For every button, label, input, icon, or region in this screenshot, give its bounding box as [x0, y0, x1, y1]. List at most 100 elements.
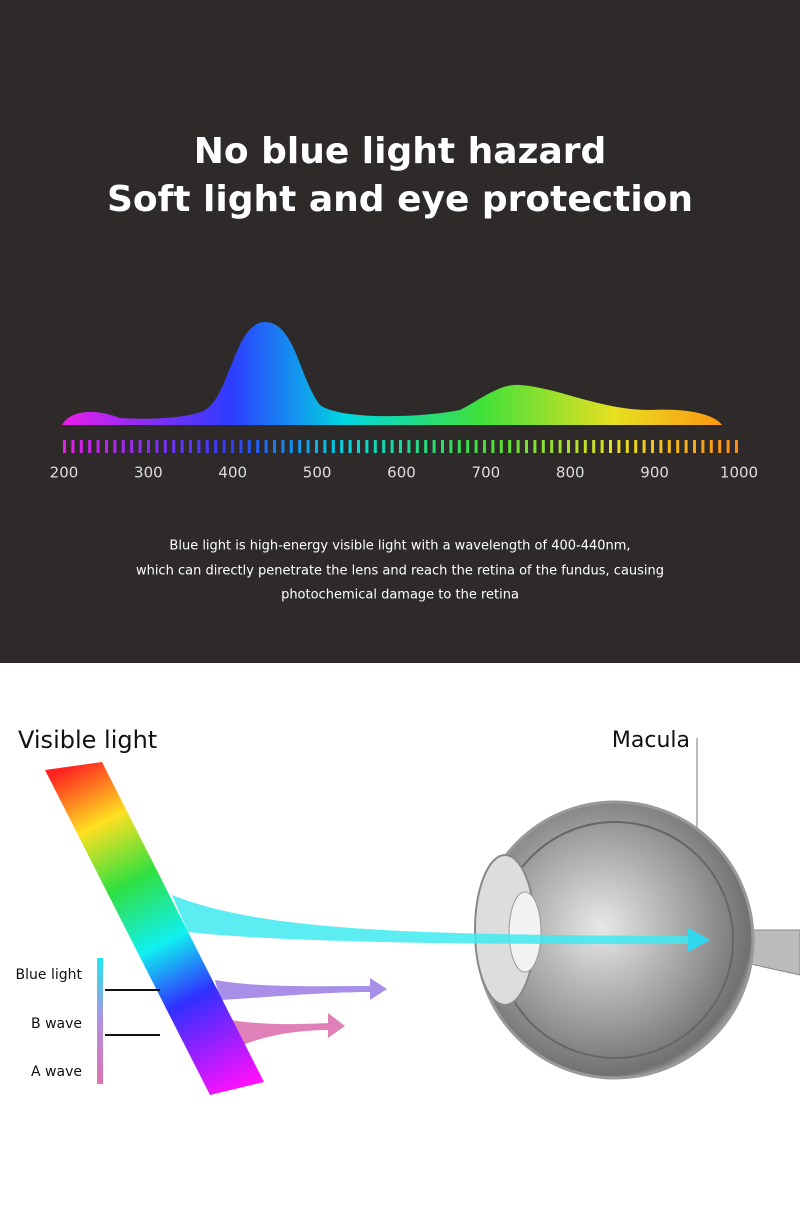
axis-label: 700: [472, 464, 501, 482]
spectrum-tick: [239, 440, 243, 453]
spectrum-tick: [693, 440, 696, 453]
title-line: No blue light hazard: [194, 131, 607, 172]
spectrum-tick: [600, 440, 604, 453]
spectrum-tick: [533, 440, 537, 453]
spectrum-tick: [163, 440, 167, 453]
spectrum-tick: [130, 440, 134, 453]
spectrum-tick: [365, 440, 369, 453]
spectrum-tick: [407, 440, 411, 453]
visible-light-label: Visible light: [18, 726, 157, 754]
spectrum-tick: [709, 440, 713, 453]
spectrum-tick: [432, 440, 436, 453]
spectrum-tick: [684, 440, 688, 453]
spectrum-tick: [289, 440, 293, 453]
rainbow-band: [45, 762, 264, 1095]
spectrum-tick: [273, 440, 276, 453]
spectrum-tick: [726, 440, 730, 453]
macula-label: Macula: [612, 728, 690, 753]
spectrum-tick: [71, 440, 75, 453]
spectrum-tick: [172, 440, 176, 453]
spectrum-tick: [457, 440, 461, 453]
spectrum-tick: [247, 440, 251, 453]
legend-label: A wave: [31, 1064, 82, 1080]
spectrum-tick: [155, 440, 159, 453]
spectrum-tick: [609, 440, 612, 453]
spectrum-tick: [399, 440, 402, 453]
spectrum-tick: [541, 440, 545, 453]
spectrum-tick: [441, 440, 444, 453]
spectrum-tick: [449, 440, 453, 453]
spectrum-tick: [88, 440, 92, 453]
title-line: Soft light and eye protection: [107, 179, 693, 220]
spectrum-tick: [718, 440, 722, 453]
axis-label: 800: [556, 464, 585, 482]
axis-label: 300: [134, 464, 163, 482]
spectrum-tick: [298, 440, 302, 453]
spectrum-tick: [348, 440, 352, 453]
spectrum-tick: [214, 440, 218, 453]
spectrum-tick: [79, 440, 83, 453]
spectrum-tick: [701, 440, 705, 453]
spectrum-tick: [474, 440, 478, 453]
spectrum-tick: [735, 440, 738, 453]
spectrum-tick: [525, 440, 528, 453]
spectrum-tick: [340, 440, 344, 453]
axis-label: 200: [50, 464, 79, 482]
spectrum-tick: [138, 440, 142, 453]
spectrum-tick: [373, 440, 377, 453]
description-line: photochemical damage to the retina: [281, 588, 519, 603]
spectrum-tick: [625, 440, 629, 453]
spectrum-tick: [592, 440, 596, 453]
spectrum-tick: [197, 440, 201, 453]
spectrum-tick: [357, 440, 360, 453]
spectrum-tick: [205, 440, 209, 453]
spectrum-tick: [147, 440, 150, 453]
spectrum-tick: [676, 440, 680, 453]
spectrum-tick: [96, 440, 100, 453]
spectrum-tick: [189, 440, 192, 453]
spectrum-tick: [659, 440, 663, 453]
spectrum-tick: [516, 440, 520, 453]
spectrum-tick: [667, 440, 671, 453]
spectrum-tick: [583, 440, 587, 453]
blue-beam: [172, 895, 690, 945]
description-line: which can directly penetrate the lens an…: [136, 564, 664, 579]
spectrum-tick: [256, 440, 260, 453]
spectrum-tick: [323, 440, 327, 453]
b-wave-arrow: [370, 978, 387, 1000]
spectrum-tick: [231, 440, 234, 453]
spectrum-tick: [483, 440, 486, 453]
axis-label: 900: [640, 464, 669, 482]
a-wave-arrow: [328, 1013, 345, 1038]
beam-arrow: [688, 928, 710, 952]
spectrum-tick: [567, 440, 570, 453]
axis-label: 400: [218, 464, 247, 482]
axis-label: 500: [303, 464, 332, 482]
spectrum-tick: [466, 440, 470, 453]
axis-label: 600: [387, 464, 416, 482]
legend-label: B wave: [31, 1016, 82, 1032]
spectrum-tick: [281, 440, 285, 453]
dark-panel: [0, 0, 800, 663]
spectrum-tick: [382, 440, 386, 453]
spectrum-axis: 200 300 400 500 600 700 800 900 1000: [50, 464, 758, 482]
spectrum-tick: [315, 440, 318, 453]
spectrum-tick: [634, 440, 638, 453]
spectrum-tick: [264, 440, 268, 453]
spectrum-tick: [651, 440, 654, 453]
spectrum-tick: [491, 440, 495, 453]
a-wave-beam: [230, 1020, 330, 1046]
legend-label: Blue light: [16, 967, 83, 983]
spectrum-tick: [222, 440, 226, 453]
spectrum-tick: [113, 440, 117, 453]
spectrum-tick: [642, 440, 646, 453]
spectrum-tick: [499, 440, 503, 453]
spectrum-tick: [575, 440, 579, 453]
spectrum-tick: [550, 440, 554, 453]
legend-bar: [97, 958, 103, 1084]
spectrum-tick: [508, 440, 512, 453]
spectrum-tick: [121, 440, 125, 453]
spectrum-tick: [180, 440, 184, 453]
description-line: Blue light is high-energy visible light …: [169, 539, 630, 554]
